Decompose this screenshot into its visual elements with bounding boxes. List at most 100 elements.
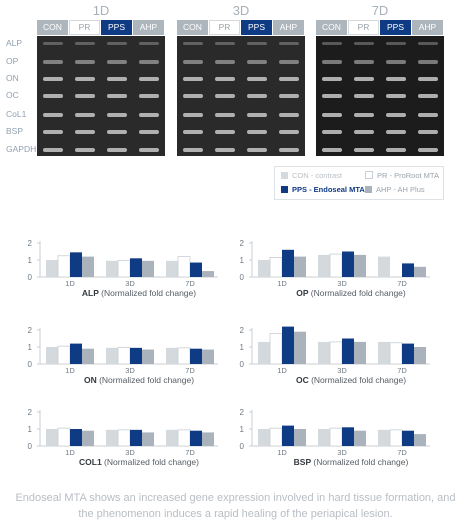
gel-row-label-on: ON — [6, 73, 19, 83]
bar-oc-pr-7d — [389, 342, 403, 365]
gel-band — [75, 94, 95, 98]
legend-swatch-con — [281, 172, 288, 179]
bar-bsp-ahp-3d — [354, 430, 366, 446]
gel-band — [354, 60, 374, 64]
bar-alp-ahp-3d — [142, 260, 154, 277]
bar-on-ahp-7d — [202, 349, 214, 364]
bar-bsp-pr-3d — [329, 427, 343, 447]
x-tick-label: 1D — [277, 279, 287, 288]
gel-band — [215, 42, 235, 45]
bar-op-con-7d — [378, 256, 390, 277]
bar-op-ahp-3d — [354, 254, 366, 277]
gel-band — [139, 94, 159, 98]
y-tick-label: 2 — [28, 239, 33, 248]
bar-col1-ahp-7d — [202, 432, 214, 446]
legend-item-ahp: AHP - AH Plus — [365, 185, 425, 195]
gel-band — [75, 60, 95, 64]
bar-oc-pr-1d — [269, 332, 283, 365]
gel-band — [279, 113, 299, 117]
gel-band — [247, 60, 267, 64]
gel-lane-header-ahp: AHP — [412, 20, 443, 35]
gel-band — [215, 130, 235, 134]
gel-band — [386, 42, 406, 45]
bar-oc-ahp-3d — [354, 341, 366, 364]
gel-lane-header-ahp: AHP — [273, 20, 304, 35]
x-tick-label: 1D — [65, 279, 75, 288]
gel-band — [386, 60, 406, 64]
legend-item-pr: PR - ProRoot MTA — [365, 171, 439, 181]
gel-band — [386, 130, 406, 134]
gel-band — [43, 60, 63, 64]
gel-band — [75, 130, 95, 134]
bar-on-pps-1d — [70, 343, 82, 364]
y-tick-label: 1 — [28, 343, 33, 352]
bar-alp-pps-3d — [130, 258, 142, 277]
gel-band — [354, 148, 374, 152]
gel-band — [107, 113, 127, 117]
gel-band — [215, 60, 235, 64]
gel-lane-header-pps: PPS — [101, 20, 132, 35]
x-tick-label: 1D — [65, 448, 75, 457]
bar-op-con-1d — [258, 260, 270, 277]
y-tick-label: 1 — [28, 256, 33, 265]
gel-band — [279, 130, 299, 134]
bar-op-pps-3d — [342, 251, 354, 277]
x-tick-label: 7D — [185, 448, 195, 457]
gel-band — [75, 148, 95, 152]
gel-band — [247, 94, 267, 98]
x-tick-label: 3D — [125, 279, 135, 288]
x-tick-label: 1D — [277, 366, 287, 375]
bar-on-ahp-3d — [142, 349, 154, 364]
bar-col1-ahp-1d — [82, 430, 94, 446]
gel-band — [322, 148, 342, 152]
legend-label-pps: PPS - Endoseal MTA — [292, 185, 365, 194]
bar-col1-con-3d — [106, 429, 118, 446]
x-tick-label: 7D — [185, 366, 195, 375]
x-tick-label: 1D — [277, 448, 287, 457]
gel-band — [75, 113, 95, 117]
gel-band — [107, 60, 127, 64]
y-tick-label: 0 — [28, 442, 33, 451]
gel-timepoint-7d: 7D — [371, 3, 389, 18]
legend-label-ahp: AHP - AH Plus — [376, 185, 425, 194]
x-tick-label: 3D — [337, 366, 347, 375]
bar-col1-con-7d — [166, 429, 178, 446]
gel-band — [139, 130, 159, 134]
bar-col1-pps-3d — [130, 429, 142, 446]
bar-bsp-con-3d — [318, 429, 330, 446]
bar-col1-con-1d — [46, 429, 58, 446]
bar-on-ahp-1d — [82, 348, 94, 364]
gel-lane-header-pr: PR — [69, 20, 100, 35]
bar-op-ahp-1d — [294, 256, 306, 277]
gel-band — [279, 60, 299, 64]
gel-band — [43, 148, 63, 152]
chart-title-col1: COL1 (Normalized fold change) — [79, 457, 199, 467]
bar-oc-con-7d — [378, 341, 390, 364]
bar-alp-con-3d — [106, 260, 118, 277]
gel-band — [386, 113, 406, 117]
chart-title-op: OP (Normalized fold change) — [296, 288, 406, 298]
y-tick-label: 2 — [28, 326, 33, 335]
legend-swatch-pr — [365, 171, 373, 179]
y-tick-label: 1 — [240, 425, 245, 434]
bar-alp-pr-7d — [177, 256, 191, 278]
gel-band — [215, 94, 235, 98]
bar-oc-pps-1d — [282, 326, 294, 364]
bar-alp-pps-7d — [190, 262, 202, 277]
gel-lane-header-ahp: AHP — [133, 20, 164, 35]
gel-lane-header-con: CON — [316, 20, 347, 35]
bar-on-pps-3d — [130, 347, 142, 364]
bar-bsp-pps-7d — [402, 430, 414, 446]
legend-swatch-ahp — [365, 186, 372, 193]
gel-row-label-op: OP — [6, 56, 19, 66]
gel-band — [107, 42, 127, 45]
gel-band — [322, 42, 342, 45]
bar-oc-ahp-7d — [414, 347, 426, 364]
x-tick-label: 3D — [337, 448, 347, 457]
x-tick-label: 3D — [125, 366, 135, 375]
bar-alp-ahp-1d — [82, 256, 94, 277]
bar-on-con-1d — [46, 347, 58, 364]
bar-bsp-ahp-1d — [294, 429, 306, 446]
gel-band — [279, 77, 299, 81]
y-tick-label: 1 — [240, 256, 245, 265]
